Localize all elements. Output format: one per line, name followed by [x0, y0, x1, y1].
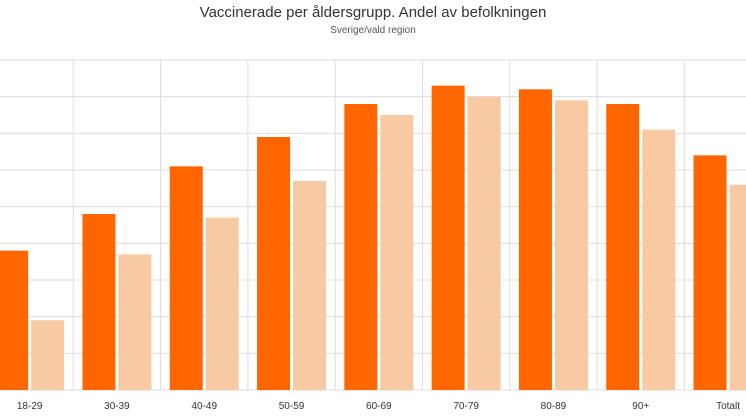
bar-90+-series-1[interactable] [606, 104, 640, 390]
x-tick-label: 30-39 [104, 401, 130, 412]
x-tick-label: Totalt [716, 401, 740, 412]
bar-40-49-series-2[interactable] [205, 217, 239, 390]
chart-bars [0, 85, 746, 391]
bar-50-59-series-1[interactable] [257, 137, 291, 390]
chart-subtitle: Sverige/vald region [330, 25, 416, 36]
bar-60-69-series-2[interactable] [380, 115, 414, 390]
bar-70-79-series-2[interactable] [467, 96, 501, 391]
x-tick-label: 70-79 [453, 401, 479, 412]
x-tick-label: 60-69 [366, 401, 392, 412]
bar-Totalt-series-1[interactable] [693, 155, 727, 390]
x-tick-label: 80-89 [541, 401, 567, 412]
bar-40-49-series-1[interactable] [169, 166, 203, 390]
x-tick-label: 90+ [632, 401, 649, 412]
bar-80-89-series-1[interactable] [518, 89, 552, 390]
bar-60-69-series-1[interactable] [344, 104, 378, 390]
bar-90+-series-2[interactable] [642, 129, 676, 390]
bar-30-39-series-1[interactable] [82, 214, 116, 390]
x-tick-label: 18-29 [17, 401, 43, 412]
bar-Totalt-series-2[interactable] [729, 184, 746, 390]
x-axis-labels: 18-29 30-39 40-49 50-59 60-69 70-79 80-89 90+ To… [17, 401, 740, 412]
bar-18-29-series-1[interactable] [0, 250, 29, 390]
x-tick-label: 50-59 [279, 401, 305, 412]
bar-50-59-series-2[interactable] [293, 181, 327, 390]
bar-18-29-series-2[interactable] [31, 320, 65, 390]
x-tick-label: 40-49 [191, 401, 217, 412]
chart-title: Vaccinerade per åldersgrupp. Andel av be… [199, 4, 547, 21]
bar-30-39-series-2[interactable] [118, 254, 152, 390]
bar-80-89-series-2[interactable] [554, 100, 588, 390]
bar-70-79-series-1[interactable] [431, 85, 465, 391]
